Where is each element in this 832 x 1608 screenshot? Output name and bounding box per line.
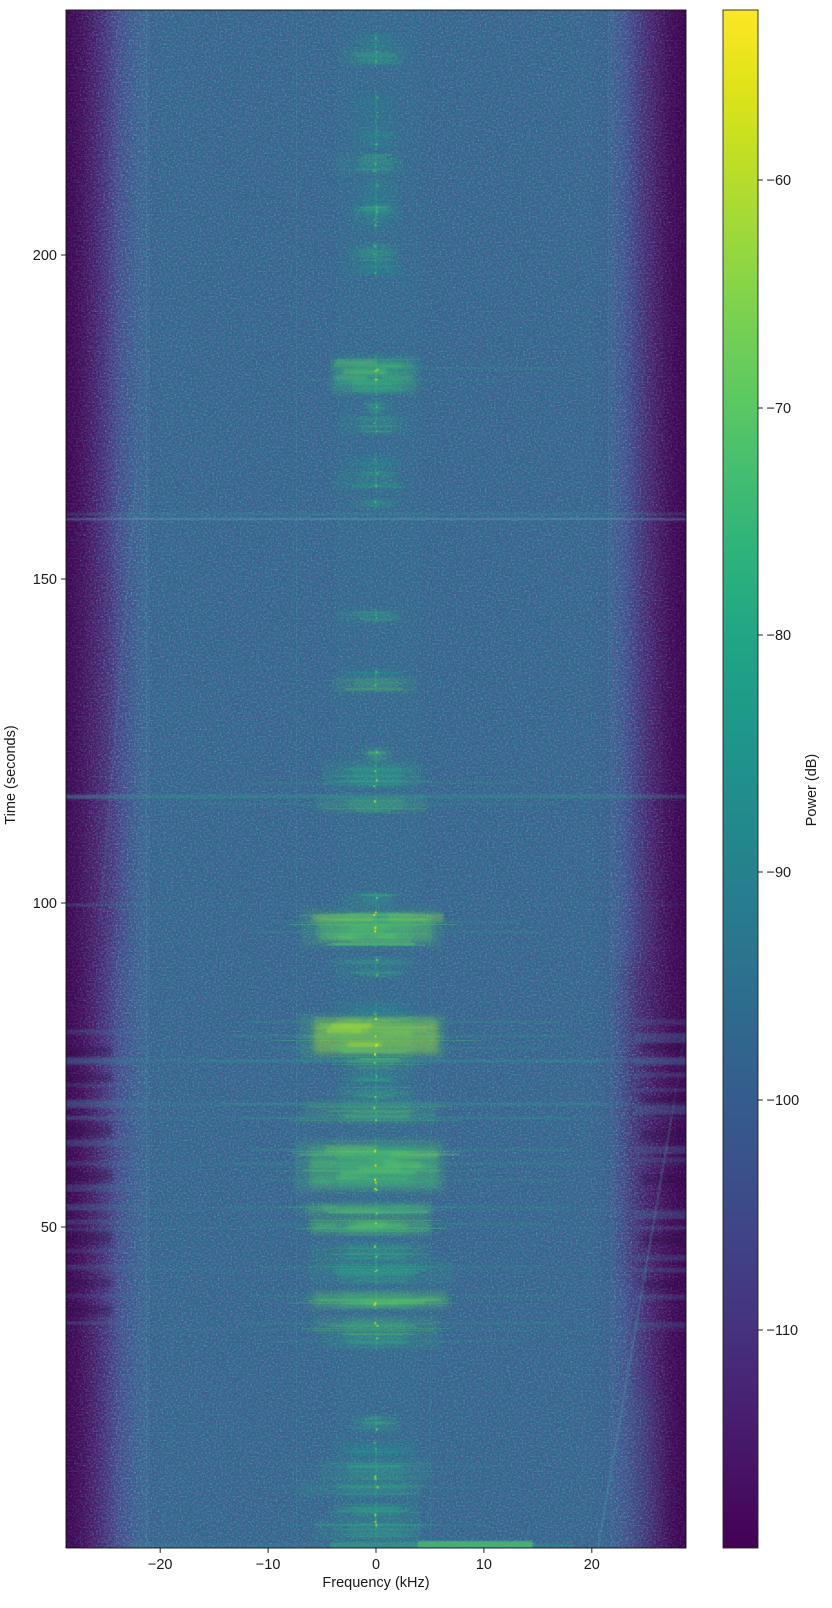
svg-text:Power (dB): Power (dB) <box>804 754 820 827</box>
svg-text:Time (seconds): Time (seconds) <box>3 725 19 824</box>
svg-text:−80: −80 <box>767 628 792 644</box>
svg-text:−110: −110 <box>767 1323 799 1339</box>
svg-text:200: 200 <box>33 248 57 264</box>
svg-text:−20: −20 <box>148 1557 173 1573</box>
svg-text:Frequency (kHz): Frequency (kHz) <box>322 1575 429 1591</box>
svg-text:50: 50 <box>41 1220 57 1236</box>
svg-text:150: 150 <box>33 572 57 588</box>
svg-text:20: 20 <box>584 1557 600 1573</box>
svg-text:0: 0 <box>372 1557 380 1573</box>
svg-text:−90: −90 <box>767 865 792 881</box>
svg-text:−10: −10 <box>256 1557 281 1573</box>
svg-text:−60: −60 <box>767 173 792 189</box>
svg-text:100: 100 <box>33 896 57 912</box>
svg-text:10: 10 <box>476 1557 492 1573</box>
svg-text:−70: −70 <box>767 401 792 417</box>
svg-text:−100: −100 <box>767 1093 800 1109</box>
